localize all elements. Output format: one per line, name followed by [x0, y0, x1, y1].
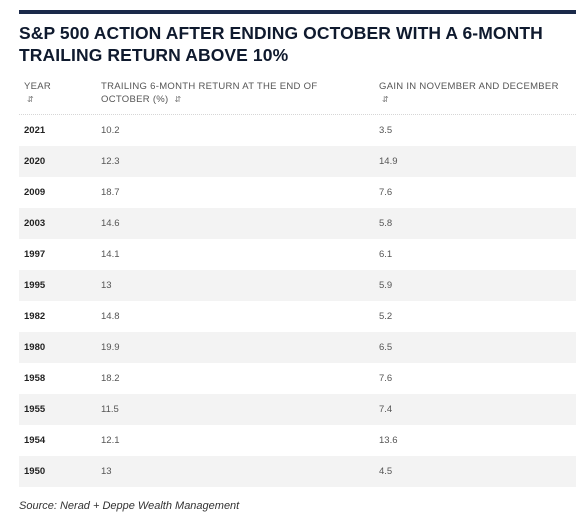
table-row: 1995 13 5.9: [19, 270, 576, 301]
source-note: Source: Nerad + Deppe Wealth Management: [19, 500, 240, 512]
cell-gain: 6.1: [379, 249, 393, 260]
sort-icon[interactable]: ⇵: [382, 95, 390, 104]
table-row: 2021 10.2 3.5: [19, 115, 576, 146]
sort-icon[interactable]: ⇵: [27, 95, 35, 104]
table-row: 2020 12.3 14.9: [19, 146, 576, 177]
cell-year: 2003: [24, 218, 46, 229]
cell-trailing-return: 12.3: [101, 156, 120, 167]
cell-gain: 7.6: [379, 187, 393, 198]
table-row: 1955 11.5 7.4: [19, 394, 576, 425]
accent-bar: [19, 10, 576, 14]
table-row: 2009 18.7 7.6: [19, 177, 576, 208]
cell-year: 1995: [24, 280, 46, 291]
cell-year: 1982: [24, 311, 46, 322]
table-body: 2021 10.2 3.5 2020 12.3 14.9 2009 18.7 7.6 2003 14…: [19, 115, 576, 487]
cell-gain: 14.9: [379, 156, 398, 167]
cell-gain: 3.5: [379, 125, 393, 136]
column-header-year[interactable]: YEAR ⇵: [24, 80, 84, 106]
cell-gain: 5.9: [379, 280, 393, 291]
sort-icon[interactable]: ⇵: [174, 95, 182, 104]
column-header-label: TRAILING 6-MONTH RETURN AT THE END OF OC…: [101, 81, 318, 105]
table-row: 1982 14.8 5.2: [19, 301, 576, 332]
cell-gain: 4.5: [379, 466, 393, 477]
cell-year: 1955: [24, 404, 46, 415]
cell-year: 2009: [24, 187, 46, 198]
cell-trailing-return: 11.5: [101, 404, 119, 415]
table-row: 1954 12.1 13.6: [19, 425, 576, 456]
table-row: 1950 13 4.5: [19, 456, 576, 487]
cell-year: 1950: [24, 466, 46, 477]
table-header: YEAR ⇵ TRAILING 6-MONTH RETURN AT THE EN…: [19, 76, 576, 115]
cell-gain: 5.8: [379, 218, 393, 229]
cell-gain: 6.5: [379, 342, 393, 353]
table-row: 2003 14.6 5.8: [19, 208, 576, 239]
cell-trailing-return: 18.2: [101, 373, 120, 384]
cell-gain: 7.4: [379, 404, 393, 415]
column-header-label: GAIN IN NOVEMBER AND DECEMBER: [379, 81, 559, 92]
column-header-trailing-return[interactable]: TRAILING 6-MONTH RETURN AT THE END OF OC…: [101, 80, 341, 106]
cell-trailing-return: 14.1: [101, 249, 120, 260]
cell-trailing-return: 13: [101, 466, 112, 477]
cell-trailing-return: 10.2: [101, 125, 120, 136]
cell-trailing-return: 14.8: [101, 311, 120, 322]
column-header-label: YEAR: [24, 81, 52, 92]
cell-gain: 7.6: [379, 373, 393, 384]
cell-trailing-return: 14.6: [101, 218, 120, 229]
chart-title: S&P 500 ACTION AFTER ENDING OCTOBER WITH…: [19, 23, 543, 65]
cell-trailing-return: 18.7: [101, 187, 120, 198]
table-row: 1980 19.9 6.5: [19, 332, 576, 363]
cell-trailing-return: 12.1: [101, 435, 120, 446]
cell-year: 1958: [24, 373, 46, 384]
cell-year: 2021: [24, 125, 46, 136]
cell-trailing-return: 19.9: [101, 342, 120, 353]
column-header-gain[interactable]: GAIN IN NOVEMBER AND DECEMBER ⇵: [379, 80, 559, 106]
cell-gain: 13.6: [379, 435, 398, 446]
cell-year: 2020: [24, 156, 46, 167]
cell-gain: 5.2: [379, 311, 393, 322]
cell-trailing-return: 13: [101, 280, 112, 291]
cell-year: 1980: [24, 342, 46, 353]
table-row: 1958 18.2 7.6: [19, 363, 576, 394]
data-table: YEAR ⇵ TRAILING 6-MONTH RETURN AT THE EN…: [19, 76, 576, 487]
cell-year: 1954: [24, 435, 46, 446]
cell-year: 1997: [24, 249, 46, 260]
table-row: 1997 14.1 6.1: [19, 239, 576, 270]
